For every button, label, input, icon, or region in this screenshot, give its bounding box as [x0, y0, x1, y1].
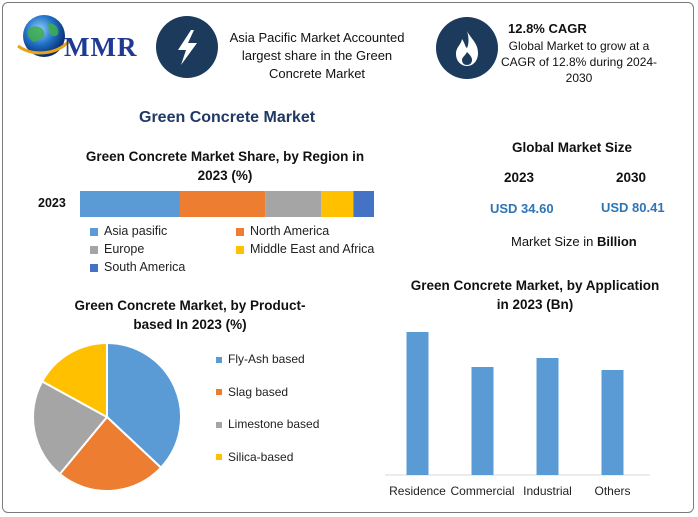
region-chart-title-line: Green Concrete Market Share, by Region i…	[85, 149, 365, 164]
header-card2-line: Global Market to grow at a	[508, 39, 650, 53]
legend-swatch	[236, 227, 244, 236]
application-bar	[406, 332, 429, 475]
market-size-note: Market Size in Billion	[511, 234, 637, 249]
header-card1-badge	[156, 16, 218, 78]
flame-icon	[456, 31, 478, 66]
region-bar-segment	[321, 191, 354, 217]
region-legend-item: Asia pasific	[90, 224, 167, 238]
legend-label: South America	[104, 260, 186, 274]
product-legend-item: Limestone based	[216, 417, 319, 431]
legend-swatch	[216, 454, 222, 461]
application-bar	[536, 358, 559, 475]
header-card1-line: Concrete Market	[268, 66, 366, 81]
region-bar-segment	[179, 191, 266, 217]
lightning-icon	[178, 30, 197, 65]
legend-label: Slag based	[228, 384, 289, 399]
product-chart-title: Green Concrete Market, by Product- based…	[40, 296, 340, 334]
region-legend-item: Middle East and Africa	[236, 242, 374, 256]
application-chart-title-line: in 2023 (Bn)	[496, 297, 574, 312]
market-size-value-2030: USD 80.41	[601, 200, 665, 215]
header-card2-line: 2030	[565, 71, 593, 85]
pie-slice	[106, 341, 182, 470]
application-bar-chart: Residence Commercial Industrial Others	[385, 332, 650, 498]
region-chart-title: Green Concrete Market Share, by Region i…	[70, 147, 380, 185]
product-chart-title-line: based In 2023 (%)	[133, 317, 247, 332]
application-bar	[601, 370, 624, 475]
legend-label: Europe	[104, 242, 145, 256]
header-card1-text: Asia Pacific Market Accounted largest sh…	[224, 29, 410, 83]
header-card2-badge	[436, 17, 498, 79]
region-chart-title-line: 2023 (%)	[197, 168, 253, 183]
legend-swatch	[90, 245, 98, 254]
region-chart-category-label: 2023	[38, 196, 66, 210]
legend-swatch	[236, 245, 244, 254]
cagr-title: 12.8% CAGR	[508, 21, 587, 36]
legend-swatch	[90, 227, 98, 236]
infographic-frame	[2, 2, 694, 513]
market-size-value-2023: USD 34.60	[490, 201, 554, 216]
legend-label: Middle East and Africa	[250, 242, 375, 256]
region-bar-segment	[80, 191, 180, 217]
market-size-note-unit: Billion	[596, 234, 637, 249]
product-legend-item: Fly-Ash based	[216, 352, 305, 366]
region-legend: Asia pasific North America Europe Middle Ea…	[90, 224, 390, 284]
application-chart-title-line: Green Concrete Market, by Application	[410, 278, 660, 293]
globe-logo-icon	[17, 15, 72, 57]
legend-label: North America	[250, 224, 330, 238]
legend-swatch	[90, 263, 98, 272]
region-legend-item: Europe	[90, 242, 144, 256]
legend-label: Limestone based	[228, 417, 320, 431]
x-tick-label: Industrial	[523, 484, 572, 498]
pie-slice	[32, 379, 109, 476]
x-tick-label: Others	[594, 484, 630, 498]
legend-swatch	[216, 421, 222, 428]
region-bar-segment	[265, 191, 322, 217]
region-legend-item: North America	[236, 224, 329, 238]
header-card2-text: 12.8% CAGR Global Market to grow at a CA…	[496, 20, 662, 86]
header-card1-line: largest share in the Green	[241, 48, 393, 63]
product-legend: Fly-Ash based Slag based Limestone based Si…	[216, 352, 366, 472]
market-size-year-2023: 2023	[504, 170, 535, 185]
legend-label: Fly-Ash based	[228, 352, 305, 366]
application-chart-title: Green Concrete Market, by Application in…	[380, 276, 690, 314]
product-chart-title-line: Green Concrete Market, by Product-	[74, 298, 306, 313]
pie-slice	[58, 415, 163, 492]
page-title: Green Concrete Market	[139, 109, 316, 126]
product-legend-item: Slag based	[216, 385, 288, 399]
header-card2-line: CAGR of 12.8% during 2024-	[500, 55, 658, 69]
market-size-note-prefix: Market Size in	[511, 234, 597, 249]
product-legend-item: Silica-based	[216, 450, 293, 464]
x-tick-label: Commercial	[450, 484, 514, 498]
region-stacked-bar	[80, 191, 374, 217]
legend-label: Silica-based	[228, 449, 294, 464]
pie-slice	[40, 341, 108, 419]
application-bar	[471, 367, 494, 475]
legend-label: Asia pasific	[104, 224, 168, 238]
x-tick-label: Residence	[389, 484, 446, 498]
product-pie-chart	[32, 341, 182, 492]
legend-swatch	[216, 389, 222, 396]
region-legend-item: South America	[90, 260, 185, 274]
market-size-title: Global Market Size	[512, 140, 633, 155]
legend-swatch	[216, 356, 222, 363]
market-size-year-2030: 2030	[616, 170, 647, 185]
logo-text: MMR	[64, 32, 138, 62]
region-bar-segment	[353, 191, 374, 217]
header-card1-line: Asia Pacific Market Accounted	[229, 30, 405, 45]
